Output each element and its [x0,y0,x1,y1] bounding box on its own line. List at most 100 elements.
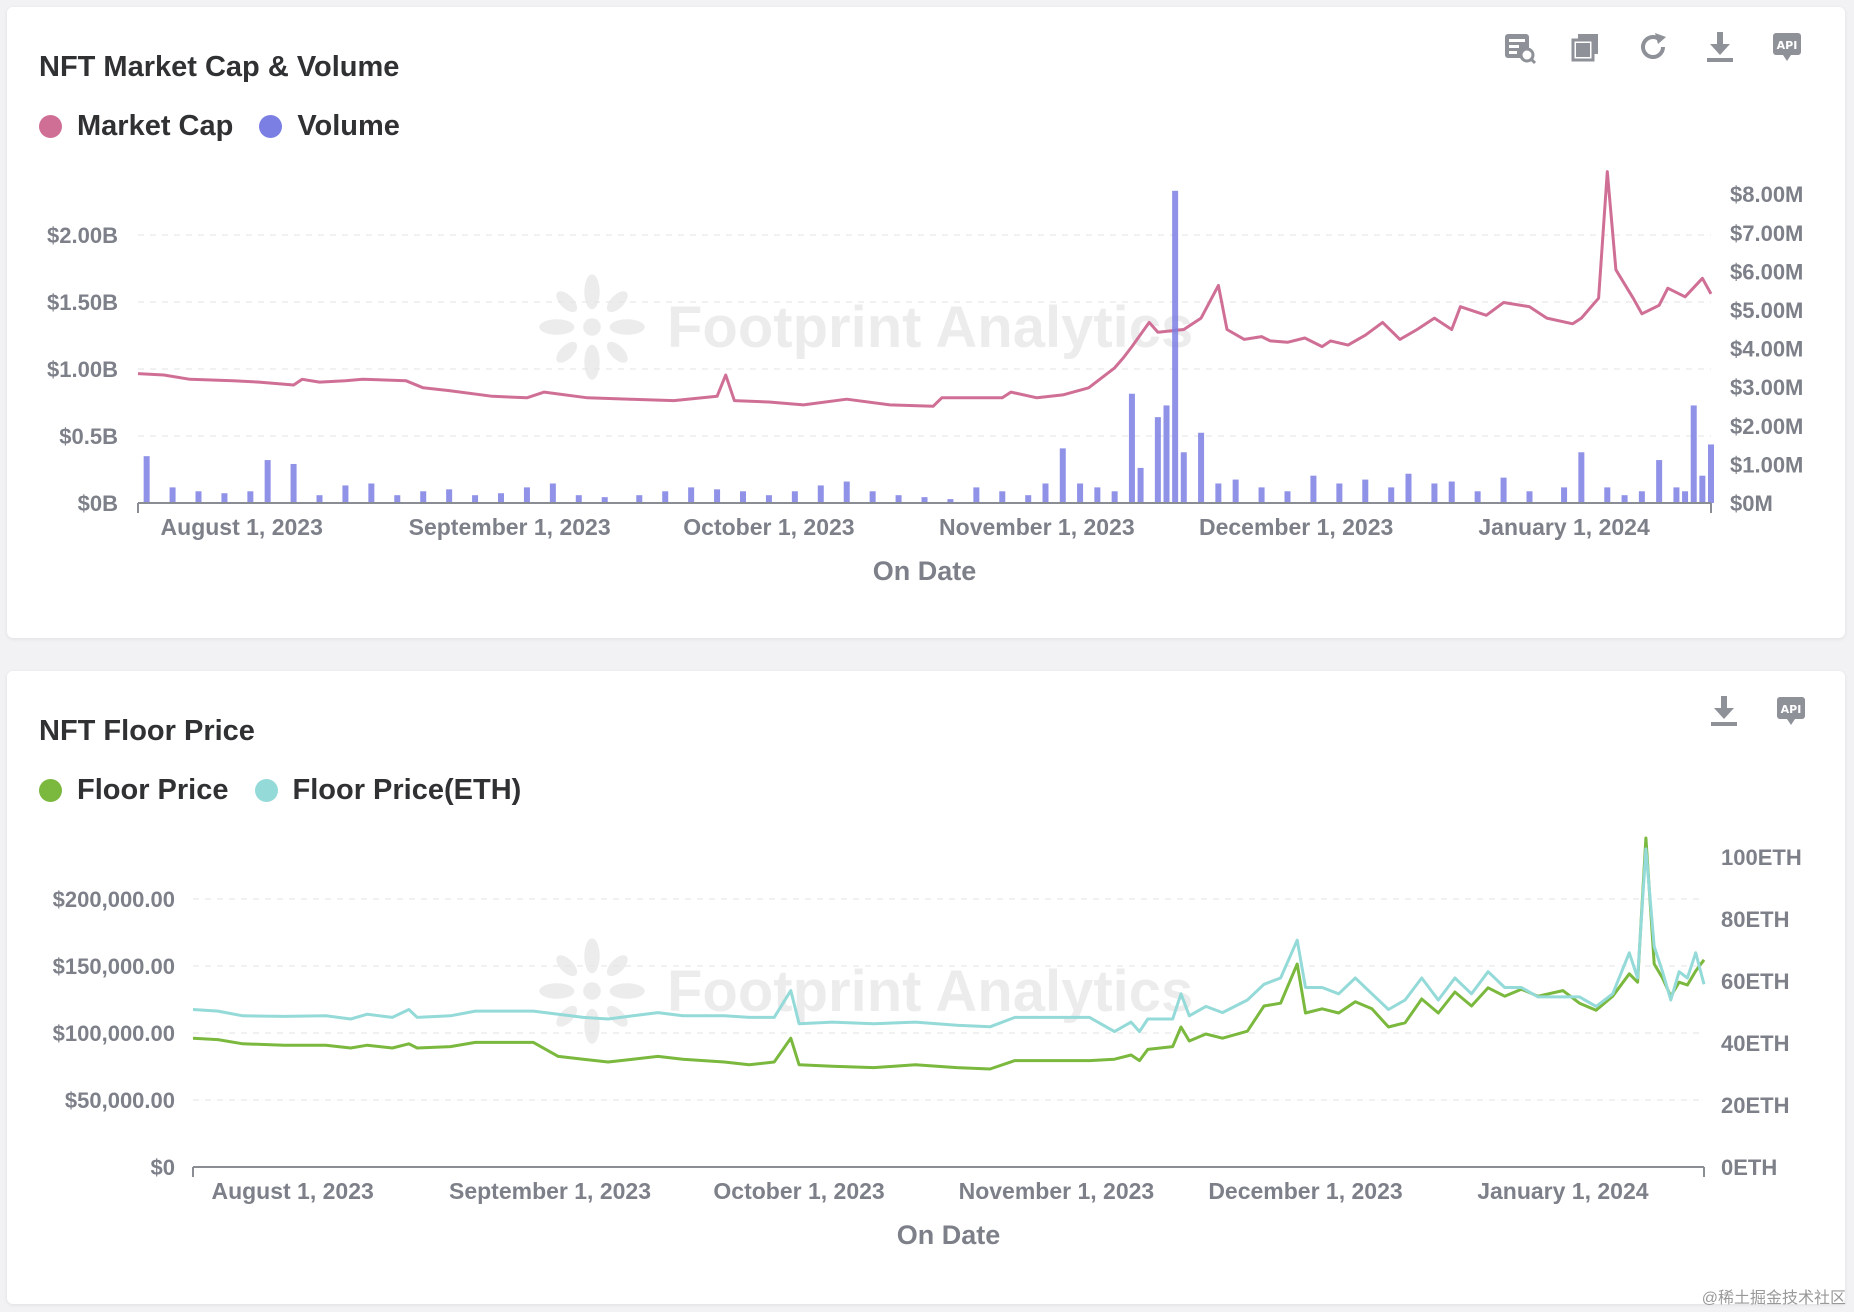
y-tick-label-right: $2.00M [1730,414,1803,439]
market-cap-volume-card: NFT Market Cap & Volume Market Cap Volum… [7,7,1845,638]
volume-bar [549,483,556,503]
volume-bar [1336,483,1343,503]
y-tick-label-right: $0M [1730,491,1773,516]
volume-bar [420,491,427,503]
market-cap-volume-chart: $0B $0.5B $1.00B $1.50B $2.00B $0M $1.00M $2.00… [47,170,1803,586]
y-tick-label-left: $0 [151,1155,175,1180]
y-tick-label-right: 0ETH [1721,1155,1777,1180]
volume-bar [1690,405,1697,503]
api-button[interactable]: API [1765,25,1809,69]
x-tick-label: December 1, 2023 [1208,1178,1402,1204]
svg-text:API: API [1781,703,1802,716]
chart-title: NFT Market Cap & Volume [39,51,400,83]
volume-bar [921,497,928,503]
volume-bar [1172,190,1179,503]
volume-bar [1656,460,1663,503]
y-tick-label-left: $2.00B [47,223,118,248]
legend-item-volume[interactable]: Volume [259,110,400,143]
volume-bar [1232,479,1239,503]
refresh-icon [1641,33,1666,59]
table-view-button[interactable] [1497,25,1541,69]
y-tick-label-left: $200,000.00 [53,887,175,912]
volume-bar [1500,477,1507,503]
download-icon [1711,696,1737,726]
chart-toolbar: API [1497,25,1809,69]
floor-price-card: NFT Floor Price Floor Price Floor Price(… [7,671,1845,1304]
y-tick-label-left: $1.50B [47,290,118,315]
volume-bar [1111,491,1118,503]
volume-bar [843,481,850,503]
download-icon [1707,32,1733,62]
x-tick-label: September 1, 2023 [409,514,611,540]
y-tick-label-right: $6.00M [1730,259,1803,284]
legend-marker [254,779,278,802]
y-tick-label-left: $150,000.00 [53,954,175,979]
volume-bar [1137,467,1144,503]
volume-bar [1708,444,1714,503]
volume-bar [143,456,150,503]
volume-bar [688,487,695,503]
volume-bar [817,485,824,503]
legend-item-floor-price[interactable]: Floor Price [39,774,229,807]
table-icon [1505,34,1537,65]
floor-price-chart: $0 $50,000.00 $100,000.00 $150,000.00 $200,0… [53,836,1802,1250]
legend-label: Market Cap [77,110,234,142]
volume-bar [895,495,902,503]
volume-bar [1198,432,1205,503]
legend-marker [39,779,62,802]
api-icon: API [1773,33,1801,61]
y-tick-label-left: $0B [78,491,118,516]
x-tick-label: October 1, 2023 [713,1178,884,1204]
volume-bar [394,495,401,503]
volume-bar [765,495,772,503]
copy-button[interactable] [1564,25,1608,69]
volume-bar [1059,448,1066,503]
legend-item-market-cap[interactable]: Market Cap [39,110,233,143]
volume-bar [1154,417,1161,503]
api-icon: API [1777,697,1805,725]
volume-bar [947,499,954,503]
volume-bar [1163,405,1170,503]
volume-bar [1405,473,1412,503]
volume-bar [1362,479,1369,503]
chart-toolbar: API [1702,689,1813,733]
legend-item-floor-price-eth[interactable]: Floor Price(ETH) [254,774,522,807]
volume-bar [1638,491,1645,503]
volume-bar [264,460,271,503]
y-tick-label-right: $4.00M [1730,337,1803,362]
volume-bar [1215,483,1222,503]
y-tick-label-right: $1.00M [1730,452,1803,477]
chart-title: NFT Floor Price [39,715,255,747]
volume-bar [1284,491,1291,503]
credit-text: @稀土掘金技术社区 [1701,1290,1846,1307]
volume-bar [999,491,1006,503]
y-tick-label-right: 40ETH [1721,1031,1789,1056]
series-line-floor-price [192,836,1706,1071]
download-button[interactable] [1702,689,1746,733]
volume-bar [472,495,479,503]
chart-legend: Floor Price Floor Price(ETH) [39,774,547,807]
x-tick-label: November 1, 2023 [959,1178,1155,1204]
volume-bar [973,487,980,503]
volume-bar [523,487,530,503]
volume-bar [1431,483,1438,503]
y-tick-label-left: $0.5B [59,424,118,449]
refresh-button[interactable] [1631,25,1675,69]
y-tick-label-right: 20ETH [1721,1093,1789,1118]
volume-bar [1673,487,1680,503]
x-tick-label: January 1, 2024 [1477,1178,1649,1204]
y-tick-label-right: $8.00M [1730,182,1803,207]
x-tick-label: January 1, 2024 [1478,514,1650,540]
y-tick-label-right: 60ETH [1721,969,1789,994]
volume-bar [1448,481,1455,503]
download-button[interactable] [1698,25,1742,69]
x-tick-label: September 1, 2023 [449,1178,651,1204]
volume-bar [1699,475,1706,503]
legend-label: Floor Price(ETH) [292,774,522,806]
volume-bar [1604,487,1611,503]
volume-bar [1621,495,1628,503]
series-line-floor-price-eth- [192,847,1706,1034]
copy-icon [1571,34,1598,62]
api-button[interactable]: API [1769,689,1813,733]
series-line-market-cap [137,170,1713,408]
